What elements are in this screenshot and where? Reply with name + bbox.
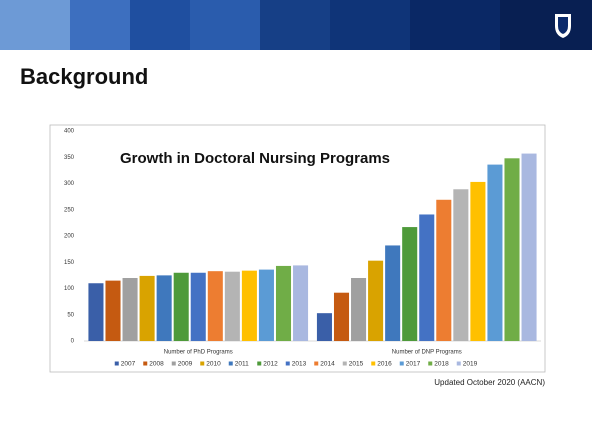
bar bbox=[487, 164, 503, 341]
legend-swatch bbox=[171, 361, 176, 366]
x-tick-label: Number of DNP Programs bbox=[392, 350, 462, 356]
legend-label: 2016 bbox=[377, 361, 392, 368]
bar bbox=[402, 227, 418, 341]
y-tick-label: 50 bbox=[67, 312, 74, 318]
legend-label: 2009 bbox=[178, 361, 193, 368]
slide-title: Background bbox=[20, 64, 148, 89]
legend-label: 2010 bbox=[206, 361, 221, 368]
bar bbox=[207, 271, 223, 341]
y-tick-label: 0 bbox=[71, 339, 75, 345]
banner bbox=[0, 0, 592, 50]
bar bbox=[190, 272, 206, 341]
legend-swatch bbox=[428, 361, 433, 366]
bar bbox=[504, 158, 520, 341]
bar bbox=[351, 278, 367, 341]
legend-label: 2007 bbox=[121, 361, 136, 368]
y-tick-label: 400 bbox=[64, 129, 75, 135]
legend-swatch bbox=[371, 361, 376, 366]
legend-label: 2017 bbox=[406, 361, 421, 368]
legend-label: 2013 bbox=[292, 361, 307, 368]
legend-swatch bbox=[143, 361, 148, 366]
legend-swatch bbox=[399, 361, 404, 366]
legend-swatch bbox=[114, 361, 119, 366]
legend-swatch bbox=[257, 361, 262, 366]
y-tick-label: 350 bbox=[64, 155, 75, 161]
bar bbox=[139, 275, 155, 341]
legend-swatch bbox=[285, 361, 290, 366]
y-tick-label: 200 bbox=[64, 234, 75, 240]
bar bbox=[105, 280, 121, 341]
legend-swatch bbox=[200, 361, 205, 366]
bar bbox=[122, 278, 138, 341]
bar bbox=[258, 269, 274, 341]
logo-inner bbox=[558, 17, 568, 34]
legend-label: 2008 bbox=[149, 361, 164, 368]
legend-swatch bbox=[228, 361, 233, 366]
bar bbox=[293, 265, 309, 341]
bar bbox=[521, 153, 537, 341]
bar bbox=[333, 292, 350, 341]
legend-swatch bbox=[342, 361, 347, 366]
y-tick-label: 250 bbox=[64, 207, 75, 213]
bar bbox=[470, 181, 486, 341]
legend-label: 2015 bbox=[349, 361, 364, 368]
bar bbox=[156, 275, 172, 341]
y-tick-label: 300 bbox=[64, 181, 75, 187]
x-tick-label: Number of PhD Programs bbox=[164, 350, 233, 356]
bar bbox=[241, 270, 257, 341]
legend-label: 2018 bbox=[434, 361, 449, 368]
legend-label: 2014 bbox=[320, 361, 335, 368]
footnote: Updated October 2020 (AACN) bbox=[434, 378, 545, 387]
legend-swatch bbox=[314, 361, 319, 366]
bar bbox=[385, 245, 401, 341]
legend-swatch bbox=[456, 361, 461, 366]
y-tick-label: 150 bbox=[64, 260, 75, 266]
legend-label: 2019 bbox=[463, 361, 478, 368]
bar bbox=[316, 313, 332, 341]
y-tick-label: 100 bbox=[64, 286, 75, 292]
legend-label: 2011 bbox=[235, 361, 249, 368]
bar bbox=[173, 272, 189, 341]
bar bbox=[275, 265, 292, 341]
bar bbox=[88, 283, 104, 341]
bar bbox=[224, 271, 240, 341]
bar bbox=[368, 260, 384, 341]
bar bbox=[436, 199, 452, 341]
legend-label: 2012 bbox=[263, 361, 278, 368]
chart-title: Growth in Doctoral Nursing Programs bbox=[120, 150, 390, 167]
bar bbox=[419, 214, 435, 341]
bar bbox=[453, 189, 469, 341]
